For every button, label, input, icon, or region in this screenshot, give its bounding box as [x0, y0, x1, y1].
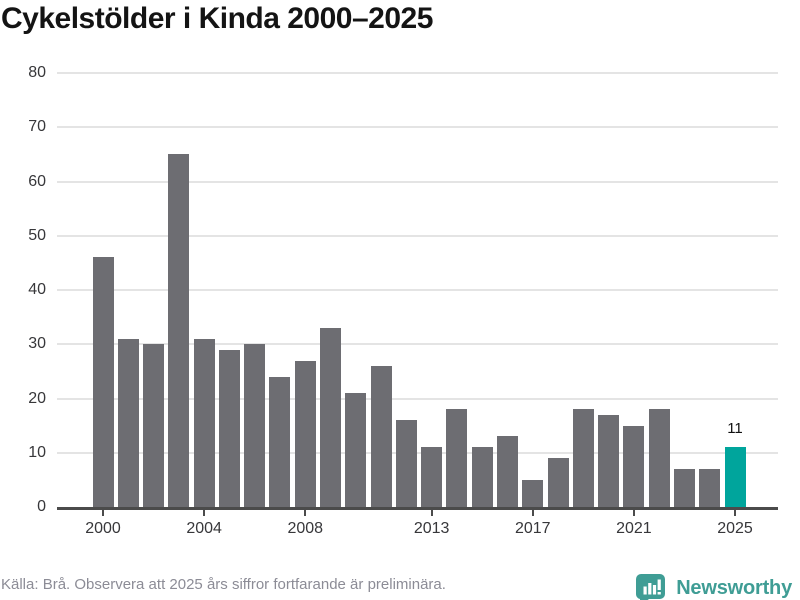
bar-2009 — [320, 327, 342, 507]
x-axis: 2000 2004 2008 2013 2017 2021 2025 — [57, 507, 778, 567]
bar-2016 — [496, 436, 518, 507]
y-tick-label-80: 80 — [28, 64, 46, 81]
gridline-30 — [57, 343, 778, 346]
gridline-40 — [57, 289, 778, 291]
bar-2000 — [92, 257, 114, 507]
gridline-60 — [57, 180, 778, 183]
y-tick-label-50: 50 — [28, 226, 46, 244]
y-tick-label-40: 40 — [28, 281, 46, 298]
x-tick-2013 — [430, 510, 433, 516]
highlight-value-label: 11 — [727, 420, 743, 438]
bar-2012 — [395, 420, 417, 507]
y-tick-label-0: 0 — [37, 498, 46, 515]
bar-2001 — [117, 338, 139, 507]
x-tick-label-2017: 2017 — [514, 520, 551, 537]
y-tick-label-60: 60 — [28, 172, 46, 190]
bar-2019 — [572, 409, 594, 507]
gridline-10 — [57, 451, 778, 454]
bar-2021 — [623, 425, 645, 507]
x-tick-label-2004: 2004 — [186, 520, 222, 537]
chart-area: 0 10 20 30 40 50 60 70 80 11 2000 2004 2008 2013 201… — [0, 64, 800, 573]
bar-2011 — [370, 365, 392, 507]
y-axis: 0 10 20 30 40 50 60 70 80 — [0, 64, 46, 515]
x-tick-label-2008: 2008 — [287, 520, 324, 537]
y-tick-label-20: 20 — [28, 389, 46, 407]
bar-2023 — [673, 469, 695, 507]
bar-2024 — [699, 469, 721, 507]
x-tick-label-2021: 2021 — [616, 520, 652, 537]
newsworthy-chart-bubble-icon — [636, 574, 666, 600]
bar-2004 — [193, 338, 215, 507]
bar-2022 — [648, 409, 670, 507]
bar-2002 — [143, 344, 165, 507]
x-tick-label-2000: 2000 — [85, 520, 121, 537]
footer: Källa: Brå. Observera att 2025 års siffr… — [0, 572, 800, 600]
newsworthy-wordmark: Newsworthy — [676, 577, 792, 599]
bar-2005 — [218, 349, 240, 507]
bar-2013 — [421, 447, 443, 507]
gridline-20 — [57, 397, 778, 400]
x-tick-2000 — [102, 510, 104, 516]
chart-title: Cykelstölder i Kinda 2000–2025 — [1, 2, 433, 35]
x-tick-label-2025: 2025 — [717, 520, 753, 537]
bar-2010 — [345, 393, 367, 507]
x-tick-2021 — [632, 510, 635, 516]
bar-2003 — [168, 154, 190, 507]
x-tick-2008 — [304, 510, 307, 516]
source-note: Källa: Brå. Observera att 2025 års siffr… — [1, 576, 446, 593]
x-tick-2017 — [531, 510, 534, 516]
gridline-80 — [57, 72, 778, 74]
x-tick-2025 — [734, 510, 736, 516]
plot-area: 11 — [57, 72, 778, 510]
newsworthy-logo: Newsworthy — [636, 572, 792, 600]
x-tick-2004 — [203, 510, 206, 516]
gridline-50 — [57, 234, 778, 237]
bar-2008 — [294, 360, 316, 507]
bar-2006 — [244, 344, 266, 507]
x-tick-label-2013: 2013 — [413, 520, 450, 537]
y-tick-label-10: 10 — [28, 443, 46, 461]
bar-2018 — [547, 458, 569, 507]
bar-2007 — [269, 376, 291, 507]
bar-2025 — [724, 447, 746, 507]
bar-2020 — [598, 414, 620, 507]
y-tick-label-30: 30 — [28, 335, 46, 353]
bar-2014 — [446, 409, 468, 507]
gridline-70 — [57, 126, 778, 129]
bar-2017 — [522, 479, 544, 507]
y-tick-label-70: 70 — [28, 118, 46, 136]
bar-2015 — [471, 447, 493, 507]
